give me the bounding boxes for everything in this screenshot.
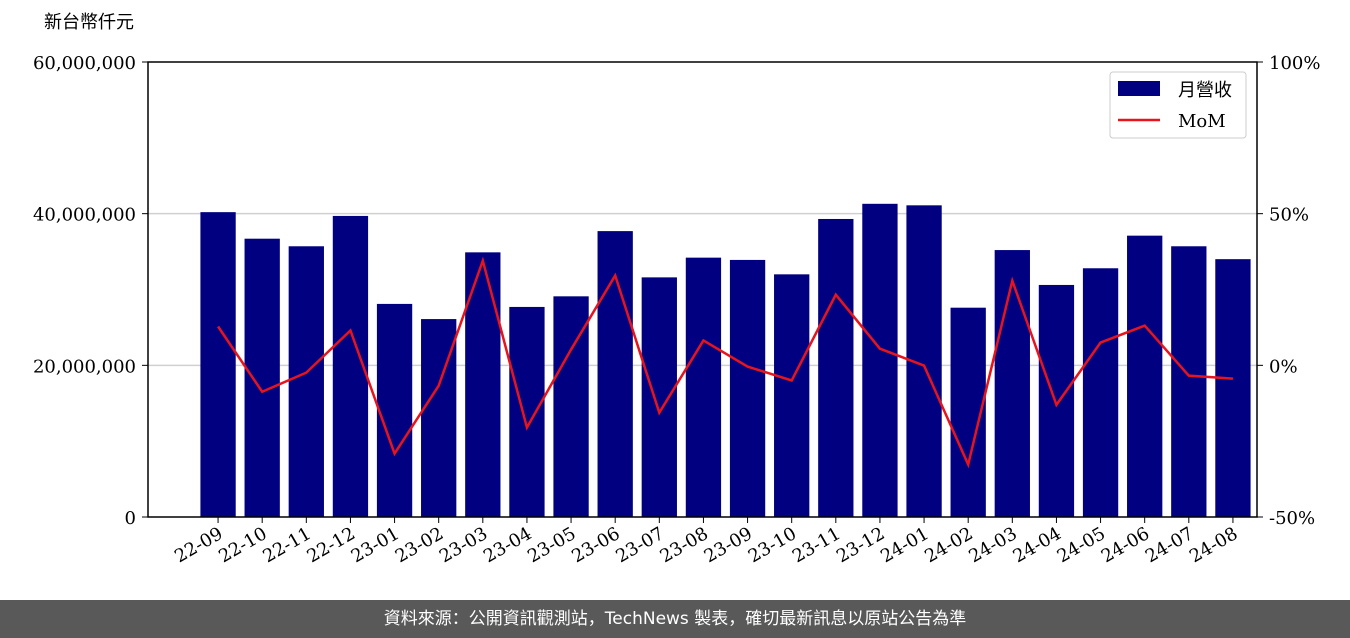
bar [509,306,545,517]
y-axis-label: 新台幣仟元 [44,12,134,33]
bar [1082,268,1119,517]
bar [1038,284,1075,517]
x-tick-label: 22-12 [303,523,358,567]
bar [774,274,810,517]
x-tick-label: 23-07 [612,523,667,567]
footer: 資料來源：公開資訊觀測站，TechNews 製表，確切最新訊息以原站公告為準 [0,600,1350,638]
x-tick-label: 24-07 [1142,523,1197,567]
x-tick-label: 24-05 [1054,523,1109,567]
x-tick-label: 23-10 [745,523,800,567]
x-tick-label: 24-04 [1009,523,1064,567]
x-tick-label: 24-02 [921,523,976,567]
legend: 月營收 MoM [1109,71,1247,139]
x-tick-label: 24-06 [1098,523,1153,567]
x-tick-label: 23-09 [701,523,756,567]
x-tick-label: 23-11 [789,523,844,567]
x-tick-label: 23-05 [524,523,579,567]
x-tick-label: 22-10 [215,523,270,567]
bar [1127,235,1163,518]
legend-swatch [1118,81,1160,96]
x-tick-label: 24-08 [1186,523,1241,567]
bar [376,303,413,517]
bar [685,257,722,517]
chart: 新台幣仟元 0 20,000,000 40,000,000 60,000,000 -50… [33,12,1321,567]
bar [818,218,854,517]
bar [1171,246,1207,517]
y-tick-label: 40,000,000 [33,205,136,226]
bar [729,259,766,517]
x-tick-label: 23-01 [348,523,403,567]
bar [641,277,677,517]
mom-line [217,256,1234,469]
y2-tick-label: 100% [1269,53,1320,74]
bar [1215,259,1251,517]
bar [553,296,589,517]
y-tick-label: 60,000,000 [33,53,136,74]
x-tick-label: 23-03 [436,523,491,567]
bar [994,250,1030,518]
x-tick-label: 23-04 [480,523,535,567]
y-tick-label: 20,000,000 [33,356,136,377]
x-tick-label: 22-11 [259,523,314,567]
x-tick-label: 23-06 [568,523,623,567]
y2-tick-label: -50% [1269,508,1315,529]
legend-label: MoM [1178,111,1226,132]
x-tick-label: 24-01 [877,523,932,567]
bar [200,212,236,517]
x-tick-label: 22-09 [171,523,226,567]
y2-tick-label: 50% [1269,205,1309,226]
legend-label: 月營收 [1178,80,1232,101]
bar [862,203,898,517]
plot-frame [147,61,1258,518]
y-tick-label: 0 [125,508,136,529]
x-tick-label: 23-08 [656,523,711,567]
bar [244,238,280,518]
x-tick-label: 23-02 [392,523,447,567]
x-tick-label: 24-03 [965,523,1020,567]
y2-tick-label: 0% [1269,356,1298,377]
x-tick-label: 23-12 [833,523,888,567]
bar [288,246,324,517]
